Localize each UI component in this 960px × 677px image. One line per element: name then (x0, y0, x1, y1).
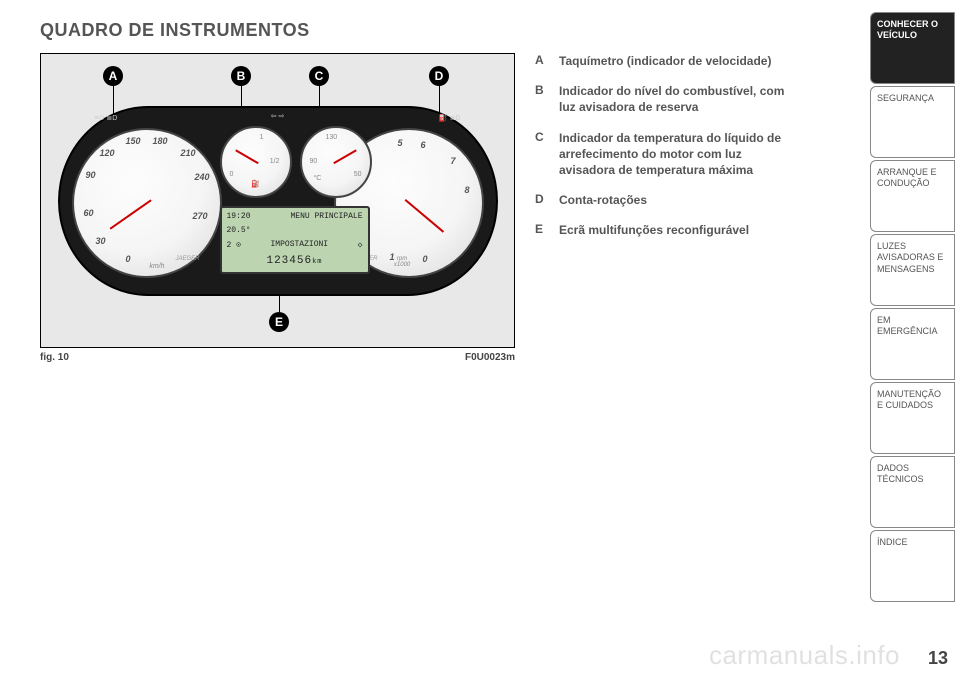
tab-emergencia[interactable]: EM EMERGÊNCIA (870, 308, 955, 380)
tab-indice[interactable]: ÍNDICE (870, 530, 955, 602)
callout-b: B (231, 66, 251, 86)
tab-dados[interactable]: DADOS TÉCNICOS (870, 456, 955, 528)
cluster-housing: ⇦ ⇨ ≡⊙ ≣D ⛽ ≣D 0 30 60 90 120 150 180 21… (58, 106, 498, 296)
page-title: QUADRO DE INSTRUMENTOS (40, 20, 860, 41)
tab-seguranca[interactable]: SEGURANÇA (870, 86, 955, 158)
speedometer: 0 30 60 90 120 150 180 210 240 270 JAEGE… (72, 128, 222, 278)
callout-e: E (269, 312, 289, 332)
watermark: carmanuals.info (709, 640, 900, 671)
fuel-gauge: 0 1/2 1 ⛽ (220, 126, 292, 198)
legend-item: ATaquímetro (indicador de velocidade) (535, 53, 795, 69)
callout-d: D (429, 66, 449, 86)
page-number: 13 (928, 648, 948, 669)
multifunction-display: 19:20MENU PRINCIPALE 20.5° 2 ⊙IMPOSTAZIO… (220, 206, 370, 274)
legend: ATaquímetro (indicador de velocidade) BI… (535, 53, 795, 363)
tab-conhecer[interactable]: CONHECER O VEÍCULO (870, 12, 955, 84)
temp-gauge: 50 90 130 °C (300, 126, 372, 198)
legend-item: CIndicador da temperatura do líquido de … (535, 130, 795, 179)
tab-luzes[interactable]: LUZES AVISADORAS E MENSAGENS (870, 234, 955, 306)
legend-item: BIndicador do nível do combustível, com … (535, 83, 795, 115)
callout-a: A (103, 66, 123, 86)
legend-item: EEcrã multifunções reconfigurável (535, 222, 795, 238)
figure-caption: fig. 10 F0U0023m (40, 352, 515, 363)
sidebar-tabs: CONHECER O VEÍCULO SEGURANÇA ARRANQUE E … (870, 12, 955, 604)
callout-c: C (309, 66, 329, 86)
instrument-panel-figure: A B C D E ⇦ ⇨ ≡⊙ ≣D ⛽ ≣D 0 30 (40, 53, 515, 348)
tab-manutencao[interactable]: MANUTENÇÃO E CUIDADOS (870, 382, 955, 454)
legend-item: DConta-rotações (535, 192, 795, 208)
tab-arranque[interactable]: ARRANQUE E CONDUÇÃO (870, 160, 955, 232)
